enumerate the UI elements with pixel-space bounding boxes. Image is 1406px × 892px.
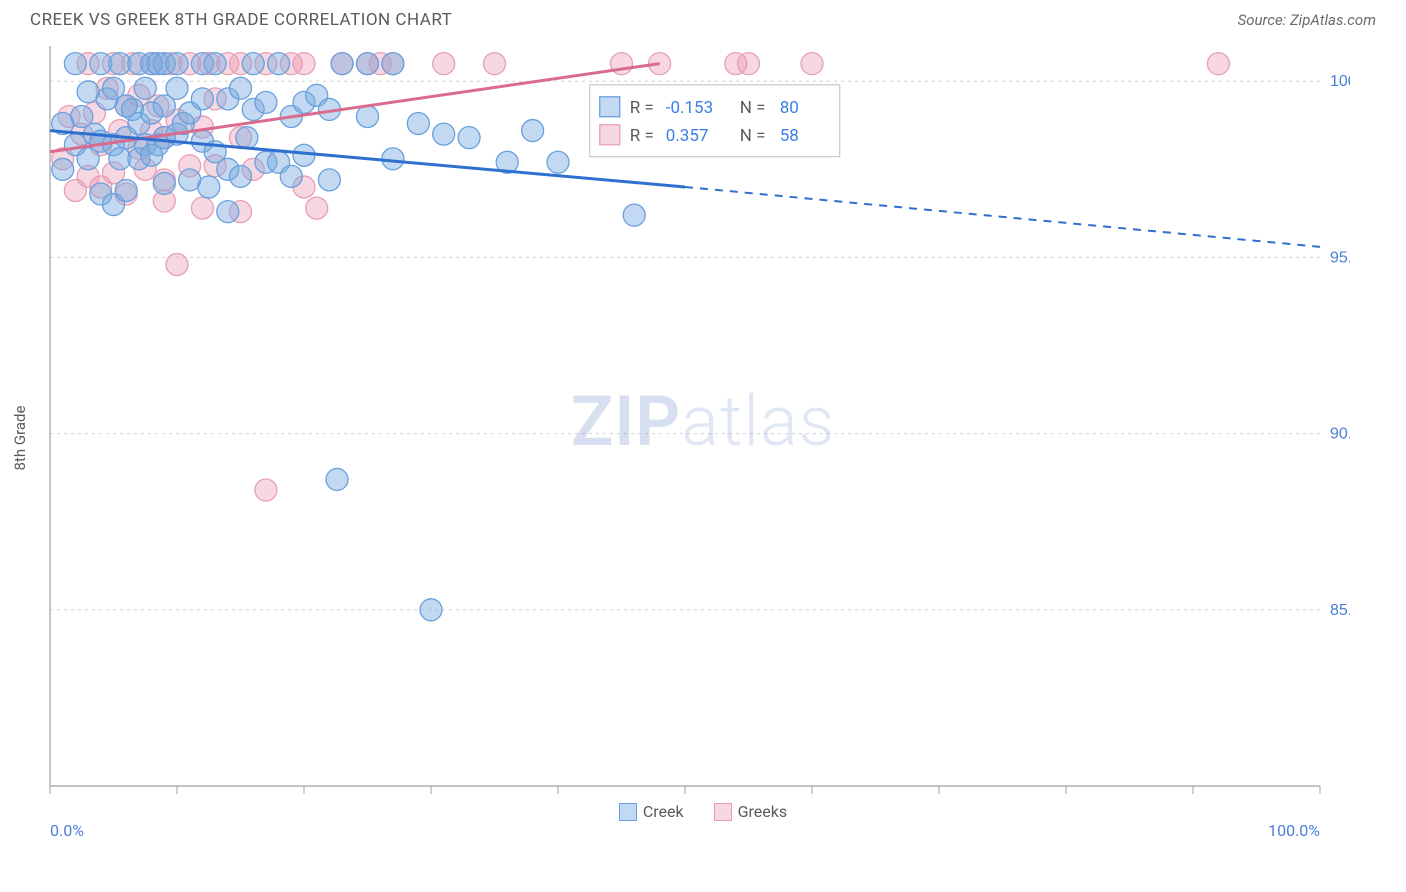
creek-point: [204, 53, 226, 75]
creek-point: [331, 53, 353, 75]
x-axis-min-label: 0.0%: [50, 821, 84, 840]
creek-point: [153, 172, 175, 194]
creek-point: [255, 91, 277, 113]
scatter-plot: 85.0% 90.0% 95.0% 100.0% R = -0.153 N = 80 R = 0.…: [30, 36, 1350, 796]
svg-text:R =: R =: [630, 126, 654, 146]
greek-point: [293, 53, 315, 75]
creek-legend-item: Creek: [619, 802, 684, 821]
creek-point: [623, 204, 645, 226]
greek-point: [191, 197, 213, 219]
creek-point: [242, 53, 264, 75]
greek-point: [255, 479, 277, 501]
stats-legend-box: [590, 85, 840, 157]
series-legend: Creek Greeks: [30, 802, 1376, 821]
creek-point: [198, 176, 220, 198]
creek-point: [280, 165, 302, 187]
creek-legend-label: Creek: [643, 802, 684, 821]
greek-swatch-icon: [714, 803, 732, 821]
creek-point: [357, 105, 379, 127]
creek-trendline-dashed: [685, 187, 1320, 247]
svg-text:N =: N =: [740, 126, 766, 146]
creek-point: [115, 179, 137, 201]
creek-point: [433, 123, 455, 145]
svg-text:-0.153: -0.153: [666, 98, 713, 118]
svg-text:N =: N =: [740, 98, 766, 118]
creek-point: [382, 53, 404, 75]
creek-point: [420, 599, 442, 621]
creek-swatch-icon: [619, 803, 637, 821]
greek-point: [306, 197, 328, 219]
creek-point: [191, 88, 213, 110]
svg-text:85.0%: 85.0%: [1330, 602, 1350, 619]
source-attribution: Source: ZipAtlas.com: [1238, 11, 1376, 29]
creek-point: [166, 77, 188, 99]
y-axis-label: 8th Grade: [11, 406, 29, 471]
greek-point: [801, 53, 823, 75]
svg-text:95.0%: 95.0%: [1330, 249, 1350, 266]
greek-point: [738, 53, 760, 75]
creek-point: [318, 169, 340, 191]
creek-point: [217, 201, 239, 223]
creek-point: [134, 77, 156, 99]
creek-point: [52, 158, 74, 180]
creek-point: [166, 53, 188, 75]
creek-point: [357, 53, 379, 75]
greek-point: [1207, 53, 1229, 75]
creek-point: [236, 127, 258, 149]
svg-text:90.0%: 90.0%: [1330, 426, 1350, 443]
page-title: CREEK VS GREEK 8TH GRADE CORRELATION CHA…: [30, 10, 452, 30]
creek-point: [522, 120, 544, 142]
x-axis-max-label: 100.0%: [1268, 821, 1320, 840]
greek-legend-item: Greeks: [714, 802, 788, 821]
svg-text:100.0%: 100.0%: [1330, 73, 1350, 90]
creek-point: [407, 113, 429, 135]
creek-point: [268, 53, 290, 75]
creek-point: [64, 53, 86, 75]
svg-text:0.357: 0.357: [666, 126, 709, 146]
chart-container: 8th Grade ZIPatlas 85.0%90.0%95.0%100.0%…: [30, 36, 1376, 840]
creek-point: [382, 148, 404, 170]
svg-text:R =: R =: [630, 98, 654, 118]
creek-point: [230, 165, 252, 187]
creek-point: [547, 151, 569, 173]
greek-legend-label: Greeks: [738, 802, 788, 821]
creek-point: [326, 468, 348, 490]
greek-point: [484, 53, 506, 75]
svg-text:58: 58: [780, 126, 799, 146]
greek-point: [166, 253, 188, 275]
svg-text:80: 80: [780, 98, 799, 118]
creek-point: [230, 77, 252, 99]
creek-point: [458, 127, 480, 149]
greek-point: [433, 53, 455, 75]
